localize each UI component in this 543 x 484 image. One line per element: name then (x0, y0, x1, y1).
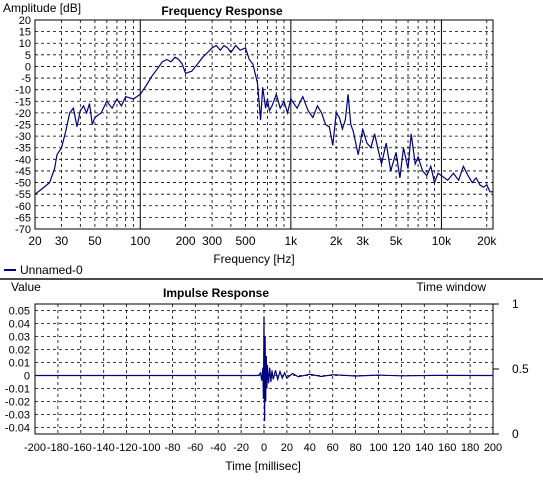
freq-y-tick-label: -25 (15, 120, 31, 132)
freq-x-tick-label: 20 (28, 234, 42, 248)
impulse-series-line (35, 316, 494, 422)
freq-x-tick-label: 5k (390, 234, 404, 248)
freq-x-axis-label: Frequency [Hz] (213, 252, 294, 266)
freq-y-tick-label: -10 (15, 85, 31, 97)
impulse-x-tick-label: -160 (70, 442, 92, 454)
impulse-y-tick-label: -0.01 (5, 384, 30, 396)
freq-y-tick-label: 15 (19, 27, 31, 39)
freq-y-tick-label: 5 (25, 50, 31, 62)
freq-y-tick-label: -40 (15, 154, 31, 166)
freq-y-axis-label: Amplitude [dB] (3, 1, 81, 15)
pane-divider[interactable] (0, 278, 543, 280)
freq-y-tick-label: 10 (19, 38, 31, 50)
impulse-y-tick-label: 0.02 (9, 345, 30, 357)
impulse-x-tick-label: -80 (164, 442, 180, 454)
freq-series-line (34, 44, 493, 195)
freq-plot-frame (34, 19, 494, 230)
impulse-y-tick-label: 0 (24, 371, 30, 383)
freq-x-tick-label: 50 (88, 234, 102, 248)
freq-y-tick-label: -45 (15, 166, 31, 178)
impulse-x-tick-label: 100 (369, 442, 387, 454)
impulse-x-tick-label: 120 (392, 442, 410, 454)
impulse-y-tick-label: -0.03 (5, 410, 30, 422)
impulse-y2-tick-label: 0.5 (512, 362, 529, 376)
impulse-y-tick-label: -0.02 (5, 397, 30, 409)
impulse-x-tick-label: 40 (304, 442, 316, 454)
freq-y-tick-label: 20 (19, 15, 31, 27)
impulse-x-tick-label: 20 (281, 442, 293, 454)
freq-x-tick-label: 10k (432, 234, 452, 248)
impulse-x-tick-label: 80 (349, 442, 361, 454)
impulse-x-tick-label: 0 (261, 442, 267, 454)
legend-label: Unnamed-0 (20, 263, 83, 277)
freq-x-tick-label: 1k (285, 234, 299, 248)
freq-y-tick-label: -5 (21, 73, 31, 85)
impulse-x-tick-label: 160 (438, 442, 456, 454)
freq-y-tick-label: -30 (15, 131, 31, 143)
impulse-x-tick-label: -40 (210, 442, 226, 454)
impulse-x-axis-label: Time [millisec] (225, 459, 301, 473)
impulse-y2-tick-label: 1 (512, 297, 519, 311)
freq-y-tick-label: -65 (15, 212, 31, 224)
impulse-y2-tick-label: 0 (512, 427, 519, 441)
freq-x-tick-label: 200 (176, 234, 196, 248)
impulse-x-tick-label: -140 (93, 442, 115, 454)
freq-y-tick-label: -20 (15, 108, 31, 120)
impulse-x-tick-label: -20 (233, 442, 249, 454)
impulse-y-axis-label: Value (11, 280, 41, 294)
freq-y-tick-label: -55 (15, 189, 31, 201)
freq-x-tick-label: 3k (356, 234, 370, 248)
impulse-x-tick-label: 140 (415, 442, 433, 454)
freq-title: Frequency Response (161, 4, 283, 18)
impulse-y2-axis-label: Time window (416, 280, 486, 294)
impulse-y-tick-label: 0.05 (9, 306, 30, 318)
impulse-x-tick-label: 200 (484, 442, 502, 454)
freq-y-tick-label: -15 (15, 96, 31, 108)
impulse-y-tick-label: 0.01 (9, 358, 30, 370)
freq-x-tick-label: 2k (330, 234, 344, 248)
freq-y-tick-label: 0 (25, 61, 31, 73)
impulse-x-tick-label: -200 (24, 442, 46, 454)
impulse-x-tick-label: 60 (327, 442, 339, 454)
impulse-x-tick-label: -60 (187, 442, 203, 454)
impulse-x-tick-label: 180 (461, 442, 479, 454)
freq-x-tick-label: 100 (130, 234, 150, 248)
freq-y-tick-label: -70 (15, 224, 31, 236)
impulse-x-tick-label: -100 (138, 442, 160, 454)
impulse-y-tick-label: 0.04 (9, 319, 30, 331)
freq-x-tick-label: 500 (235, 234, 255, 248)
freq-x-tick-label: 20k (477, 234, 497, 248)
freq-y-tick-label: -50 (15, 178, 31, 190)
impulse-y-tick-label: 0.03 (9, 332, 30, 344)
freq-y-tick-label: -35 (15, 143, 31, 155)
freq-x-tick-label: 300 (202, 234, 222, 248)
freq-y-tick-label: -60 (15, 201, 31, 213)
freq-x-tick-label: 30 (55, 234, 69, 248)
impulse-y-tick-label: -0.04 (5, 423, 30, 435)
impulse-x-tick-label: -120 (116, 442, 138, 454)
impulse-title: Impulse Response (163, 286, 269, 300)
impulse-x-tick-label: -180 (47, 442, 69, 454)
